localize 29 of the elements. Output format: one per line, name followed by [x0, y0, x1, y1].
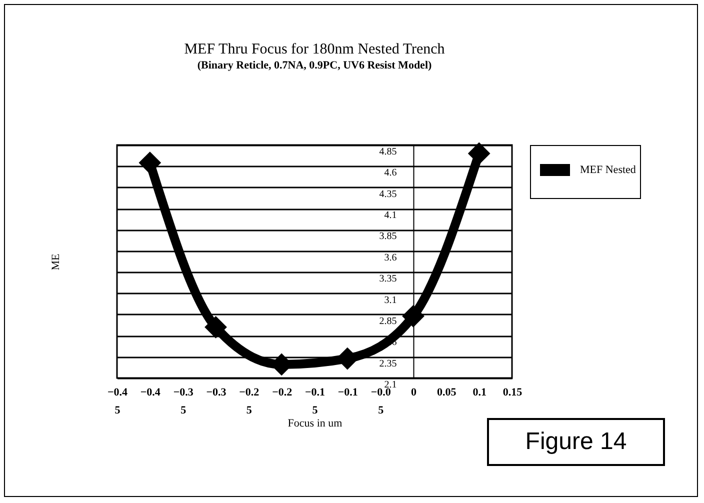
x-tick-label: 0.1 [472, 386, 486, 398]
caption: Figure 14 [487, 418, 665, 466]
y-tick-label: 2.85 [379, 316, 397, 327]
x-tick-label: −0.4 5 [107, 386, 128, 416]
x-tick-label: −0.1 [338, 386, 358, 398]
x-tick-label: −0.1 5 [304, 386, 326, 416]
y-tick-label: 3.6 [384, 252, 397, 264]
x-axis-title: Focus in um [288, 418, 343, 430]
chart-title: MEF Thru Focus for 180nm Nested Trench [184, 41, 446, 58]
x-tick-label: −0.2 5 [239, 386, 260, 416]
x-tick-label: 0 [411, 386, 417, 398]
x-tick-label: −0.2 [272, 386, 293, 398]
y-tick-label: 4.35 [379, 188, 397, 200]
x-tick-label: 0.05 [437, 386, 457, 398]
y-tick-label: 4.85 [379, 146, 397, 158]
y-tick-label: 2.35 [379, 358, 397, 370]
y-tick-label: 3.85 [379, 231, 397, 242]
x-tick-label: −0.3 [206, 386, 227, 398]
y-tick-label: 3.35 [379, 274, 397, 285]
y-tick-label: 3.1 [384, 294, 397, 306]
x-tick-label: −0.3 5 [173, 386, 194, 416]
y-tick-label: 4.6 [384, 168, 397, 179]
x-tick-label: −0.0 5 [370, 386, 392, 416]
x-tick-label: −0.4 [140, 386, 161, 398]
x-tick-label: 0.15 [502, 386, 523, 398]
y-axis-title: ME [50, 253, 62, 270]
y-tick-label: 4.1 [384, 210, 397, 222]
chart-subtitle: (Binary Reticle, 0.7NA, 0.9PC, UV6 Resist Model) [197, 59, 432, 72]
legend-label: MEF Nested [580, 164, 636, 176]
